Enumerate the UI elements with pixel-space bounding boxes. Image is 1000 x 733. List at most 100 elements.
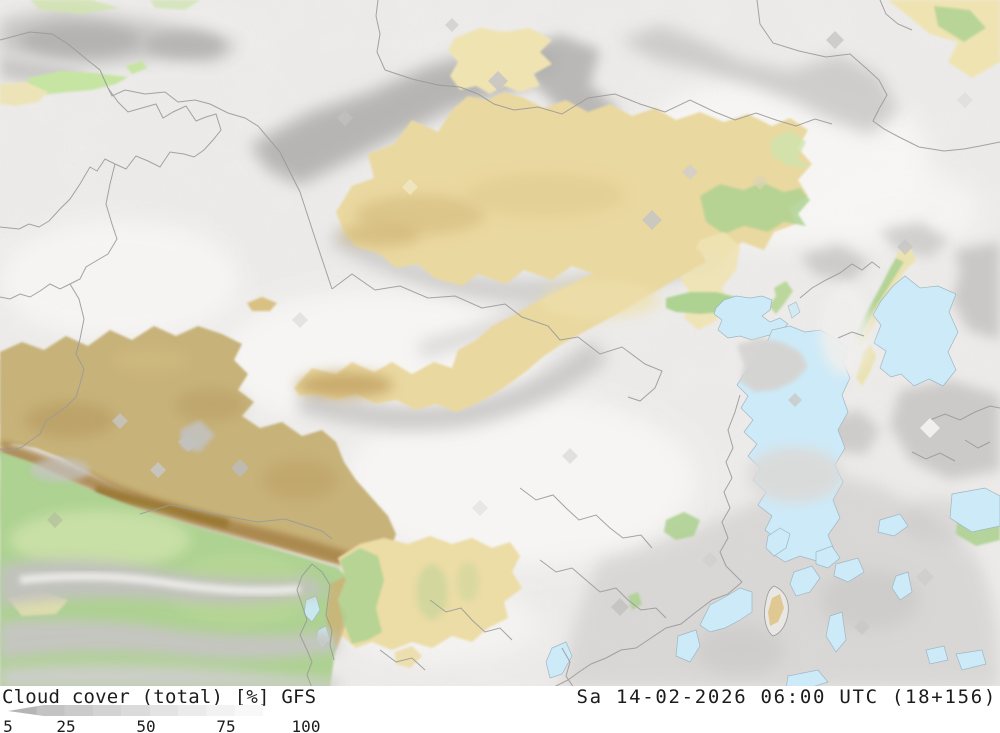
legend-tick: 100 xyxy=(291,717,321,733)
steppe-green-region xyxy=(700,182,810,234)
taiwan-terrain xyxy=(768,594,784,626)
weather-map-image xyxy=(0,0,1000,689)
cloud-speckle xyxy=(702,552,718,568)
south-china-sea-water xyxy=(699,587,753,633)
border-province xyxy=(429,599,513,641)
himalaya-ridge-dark xyxy=(93,485,230,529)
taiwan-strait-water xyxy=(765,527,791,557)
steppe-green-region xyxy=(770,130,810,168)
plateau-shading xyxy=(25,402,115,438)
cream-terrain xyxy=(0,82,48,106)
pacific-water xyxy=(925,645,949,665)
border-korea-dmz xyxy=(837,331,865,339)
liaodong-peninsula xyxy=(769,281,793,314)
yellow-sea-cloud xyxy=(747,447,843,503)
pacific-water xyxy=(825,611,847,653)
shandong-cloud xyxy=(737,338,808,392)
legend-tick: 75 xyxy=(216,717,236,733)
pacific-water xyxy=(877,513,909,537)
pacific-water xyxy=(789,565,821,597)
coastal-water xyxy=(787,301,801,319)
cloud-speckle xyxy=(611,598,629,616)
junggar-desert-region xyxy=(448,28,552,94)
cloud-cover-legend: 5 25 50 75 100 xyxy=(3,705,328,733)
cloud-speckle xyxy=(150,462,166,478)
india-cloud-band xyxy=(0,663,340,689)
cloud-speckle xyxy=(178,432,198,452)
cloud-speckle xyxy=(642,210,662,230)
cloud-speckle xyxy=(752,174,768,190)
water-layer xyxy=(303,275,1000,689)
cloud-speckle xyxy=(854,619,870,635)
coastline-japan xyxy=(911,405,1000,462)
coastal-water xyxy=(675,629,701,663)
terrain-bit xyxy=(395,646,422,668)
white-cloud-core xyxy=(345,395,695,565)
pacific-water xyxy=(955,649,987,671)
border-mongolia-south xyxy=(384,69,833,127)
border-pamir-cluster xyxy=(0,87,222,230)
border-kazakhstan-china xyxy=(0,31,333,290)
cloud-speckle xyxy=(897,239,913,255)
cloud-speckle xyxy=(445,18,459,32)
india-cloud-band xyxy=(0,619,340,660)
desert-shading xyxy=(540,282,660,318)
border-kyrgyzstan-china xyxy=(331,273,663,402)
desert-shading xyxy=(340,223,420,247)
border-nepal xyxy=(139,504,333,540)
legend-tick: 50 xyxy=(136,717,156,733)
border-province xyxy=(539,559,667,619)
plateau-shading xyxy=(262,460,338,500)
border-china-korea xyxy=(799,261,881,299)
border-northeast-arc xyxy=(756,0,1000,152)
cloud-speckle xyxy=(682,164,698,180)
sichuan-green xyxy=(338,548,384,644)
cloud-speckle xyxy=(402,179,418,195)
cloud-speckle xyxy=(826,31,844,49)
border-mongolia-west xyxy=(375,0,386,71)
desert-shading xyxy=(465,173,625,217)
coastline-east-china xyxy=(719,394,743,583)
legend-tick: 5 xyxy=(3,717,13,733)
korea-coast-terrain xyxy=(856,344,876,386)
green-sliver xyxy=(150,0,200,10)
desert-shading xyxy=(297,372,393,398)
dark-cloud xyxy=(145,32,225,58)
map-footer: Cloud cover (total) [%] GFS Sa 14-02-202… xyxy=(0,686,1000,733)
cloud-speckle xyxy=(231,459,249,477)
cloud-speckle xyxy=(562,448,578,464)
legend-tick: 25 xyxy=(56,717,76,733)
green-sliver xyxy=(30,0,120,14)
dark-cloud xyxy=(20,24,140,56)
weather-map-svg xyxy=(0,0,1000,689)
coastline-southeast-china xyxy=(548,581,743,689)
plateau-shading xyxy=(110,346,190,374)
speckle-layer xyxy=(47,18,973,635)
plateau-cloud xyxy=(30,458,90,482)
cloud-speckle xyxy=(47,512,63,528)
cloud-speckle xyxy=(472,500,488,516)
border-india-west xyxy=(0,283,85,452)
gray-cloud xyxy=(695,625,785,675)
korea-cloud xyxy=(820,285,870,375)
cloud-speckle xyxy=(957,92,973,108)
poyang-lake xyxy=(545,641,573,679)
ne-corner-green xyxy=(934,6,986,42)
plateau-shading xyxy=(175,389,245,421)
cloud-speckle xyxy=(788,393,802,407)
cloud-speckle xyxy=(337,110,353,126)
india-cloud-band-core xyxy=(19,572,301,595)
gray-cloud-band xyxy=(296,339,609,431)
green-sliver xyxy=(126,61,147,74)
sichuan-green-streak xyxy=(457,562,479,602)
run-timestamp-label: Sa 14-02-2026 06:00 UTC (18+156) xyxy=(576,686,997,708)
gray-cloud xyxy=(620,25,900,135)
border-province xyxy=(379,649,426,671)
pacific-water xyxy=(815,545,841,569)
terrain-strip xyxy=(247,297,277,311)
border-kashmir xyxy=(0,163,118,300)
gray-cloud-east xyxy=(952,242,1000,340)
cloud-speckle xyxy=(916,568,934,586)
cloud-speckle xyxy=(488,71,508,91)
